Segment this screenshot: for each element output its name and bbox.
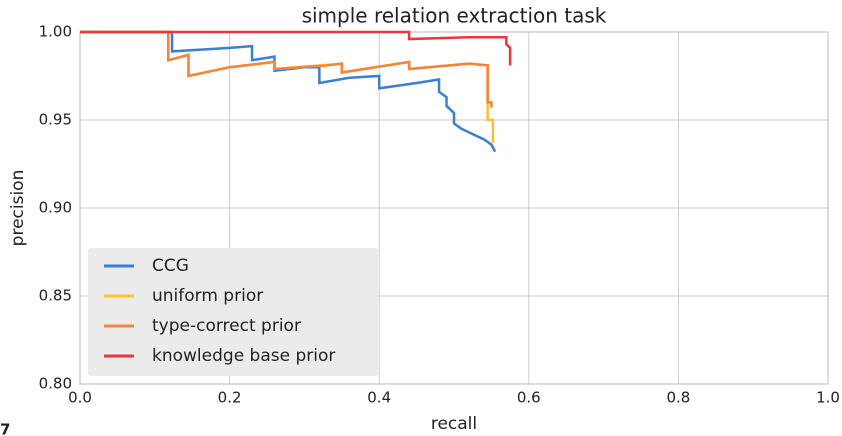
x-tick-label: 1.0 (816, 389, 840, 407)
legend-label: CCG (152, 256, 189, 276)
x-tick-label: 0.6 (517, 389, 541, 407)
y-tick-label: 0.90 (39, 199, 72, 217)
chart-title: simple relation extraction task (302, 4, 607, 28)
legend-box (88, 248, 378, 376)
y-tick-label: 0.80 (39, 375, 72, 393)
legend-label: knowledge base prior (152, 346, 335, 366)
y-tick-label: 0.95 (39, 111, 72, 129)
x-tick-label: 0.2 (218, 389, 242, 407)
legend-label: type-correct prior (152, 316, 301, 336)
plot-frame (79, 31, 829, 385)
x-tick-label: 0.4 (367, 389, 391, 407)
x-axis-label: recall (431, 414, 477, 434)
y-tick-label: 1.00 (39, 23, 72, 41)
page-fragment: 7 (0, 421, 10, 436)
y-axis-label: precision (8, 170, 28, 247)
y-tick-label: 0.85 (39, 287, 72, 305)
series-line (80, 30, 497, 153)
series-line (80, 30, 493, 108)
x-tick-label: 0.8 (666, 389, 690, 407)
x-tick-label: 0.0 (68, 389, 92, 407)
legend-label: uniform prior (152, 286, 263, 306)
series-line (80, 30, 512, 66)
